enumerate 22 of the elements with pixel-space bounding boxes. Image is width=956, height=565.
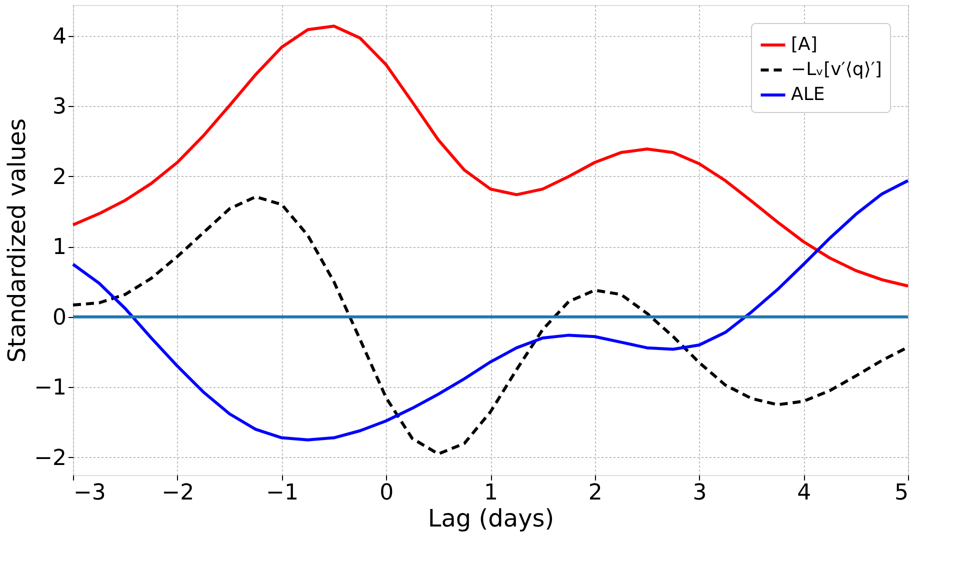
legend-label: −Lᵥ[v′⟨q⟩′] [791,59,882,80]
y-axis-title: Standardized values [3,118,32,363]
legend-label: [A] [791,34,818,55]
x-tick-label: 3 [692,480,707,506]
y-tick-label: 3 [52,94,66,120]
x-tick-label: 0 [380,480,394,506]
y-tick-label: −1 [34,376,66,401]
line-series [72,24,910,288]
x-tick-label: 1 [484,480,498,506]
x-tick-label: 5 [894,480,908,506]
y-tick-label: 4 [52,24,66,50]
y-tick-label: −2 [34,446,66,471]
y-tick-label: 0 [52,305,66,330]
x-tick-label: −2 [162,480,194,506]
x-tick-label: 2 [588,480,602,506]
x-tick-label: 4 [797,480,812,506]
x-tick-label: −3 [74,480,106,506]
legend-label: ALE [791,84,825,105]
x-axis-title: Lag (days) [428,504,554,532]
y-tick-label: 1 [52,235,66,260]
x-tick-label: −1 [266,480,298,506]
y-tick-label: 2 [52,164,66,190]
